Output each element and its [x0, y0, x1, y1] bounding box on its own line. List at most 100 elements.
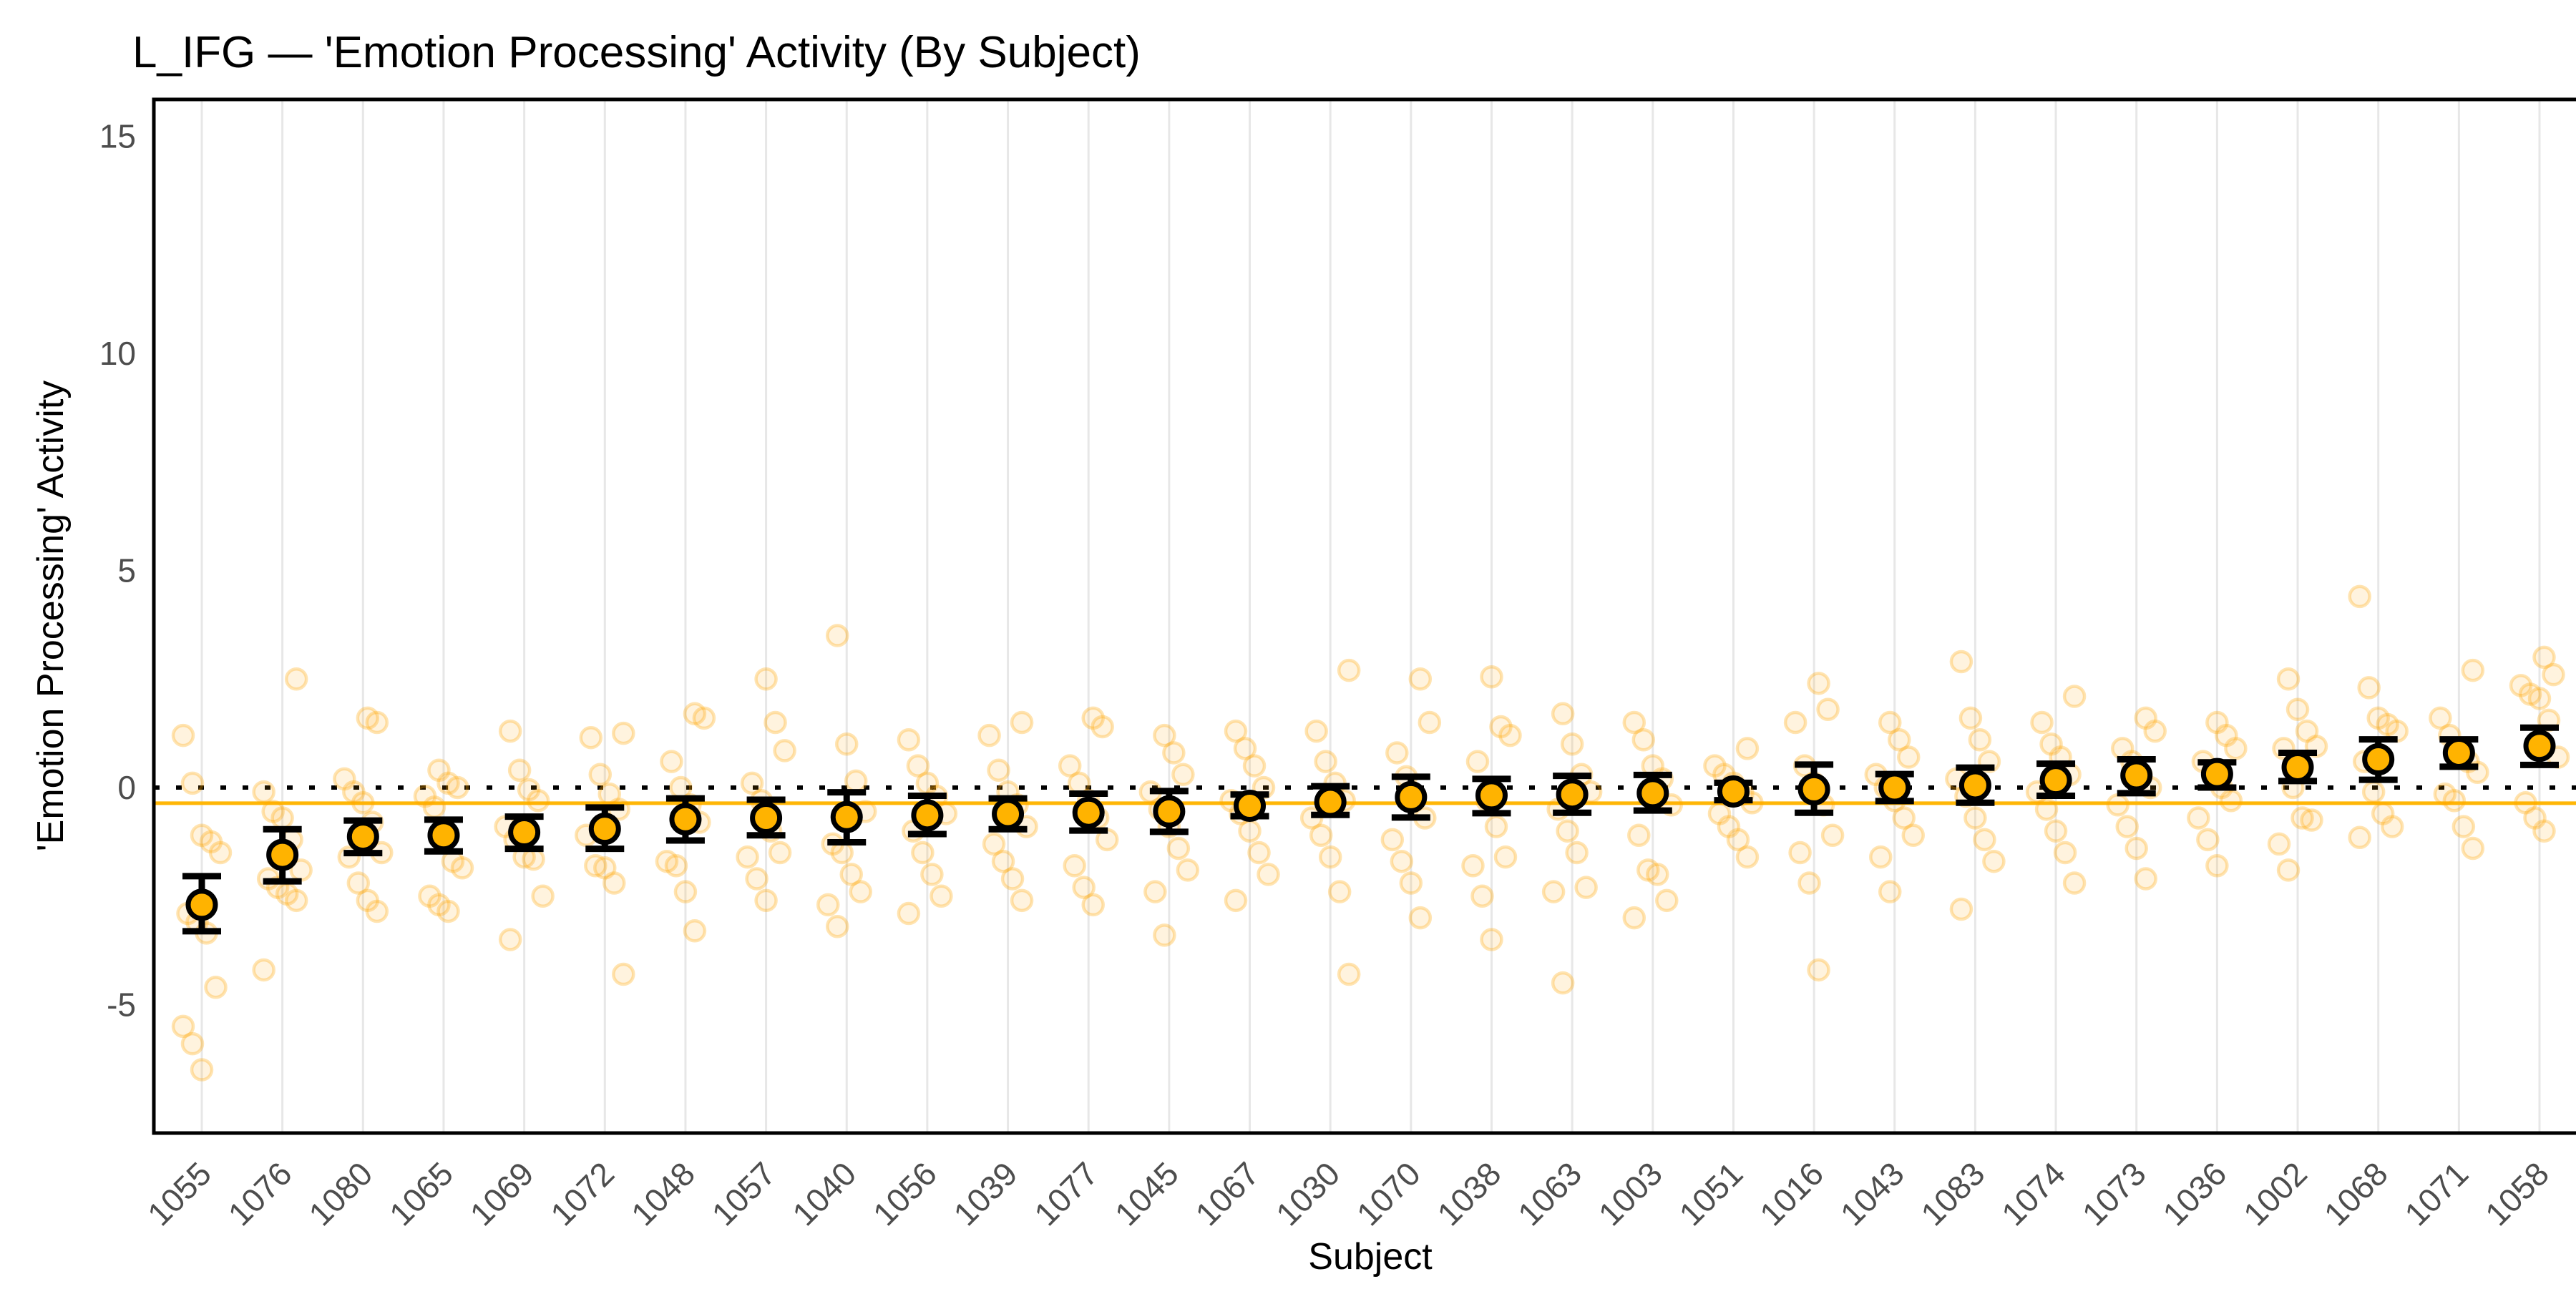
- jitter-point: [2134, 867, 2157, 891]
- jitter-point: [1636, 858, 1660, 882]
- jitter-point: [1869, 845, 1893, 869]
- jitter-point: [1560, 732, 1584, 756]
- jitter-point: [1010, 888, 1034, 913]
- jitter-point: [2532, 645, 2556, 670]
- jitter-point: [1627, 823, 1651, 848]
- jitter-point: [2205, 854, 2229, 878]
- x-tick-label: 1065: [382, 1155, 460, 1232]
- jitter-point: [2532, 819, 2556, 843]
- jitter-point: [1622, 906, 1646, 930]
- mean-point: [1072, 796, 1105, 829]
- jitter-point: [2523, 806, 2547, 830]
- jitter-point: [1735, 737, 1760, 760]
- jitter-point: [1807, 958, 1830, 982]
- jitter-point: [830, 840, 854, 865]
- x-tick-label: 1058: [2478, 1155, 2556, 1232]
- jitter-point: [413, 784, 437, 808]
- jitter-point: [1901, 823, 1926, 848]
- jitter-point: [2366, 706, 2390, 730]
- y-tick-label: 0: [117, 769, 136, 806]
- jitter-point: [1973, 828, 1996, 852]
- jitter-point: [1949, 897, 1974, 921]
- jitter-point: [1081, 706, 1105, 730]
- jitter-point: [2187, 806, 2210, 830]
- jitter-point: [1242, 754, 1267, 778]
- jitter-point: [1224, 719, 1248, 743]
- jitter-point: [2295, 719, 2319, 743]
- x-tick-label: 1067: [1188, 1155, 1266, 1232]
- jitter-point: [2285, 697, 2310, 721]
- jitter-point: [1982, 849, 2006, 873]
- jitter-point: [2219, 788, 2243, 813]
- x-tick-label: 1083: [1913, 1155, 1991, 1232]
- jitter-point: [1807, 672, 1830, 695]
- x-tick-label: 1016: [1752, 1155, 1830, 1232]
- mean-point: [266, 838, 299, 871]
- jitter-point: [763, 710, 787, 735]
- jitter-point: [208, 840, 233, 865]
- mean-point: [2120, 759, 2153, 792]
- jitter-point: [2062, 685, 2087, 708]
- jitter-point: [365, 710, 389, 735]
- jitter-point: [1631, 727, 1656, 752]
- reference-lines-layer: [154, 785, 2576, 805]
- jitter-point: [2442, 788, 2467, 813]
- jitter-point: [2527, 687, 2552, 710]
- x-tick-label: 1002: [2236, 1155, 2314, 1232]
- panel-border: [152, 97, 2576, 1135]
- x-tick-label: 1068: [2317, 1155, 2395, 1232]
- jitter-point: [2044, 819, 2068, 843]
- jitter-point: [584, 854, 608, 878]
- jitter-point: [655, 849, 679, 873]
- jitter-point: [2030, 710, 2054, 735]
- jitter-point: [1968, 727, 1992, 752]
- mean-point: [911, 799, 944, 832]
- jitter-point: [2124, 836, 2148, 861]
- jitter-point: [1820, 823, 1845, 848]
- jitter-point: [844, 769, 868, 793]
- jitter-point: [2380, 815, 2404, 838]
- x-tick-label: 1003: [1591, 1155, 1669, 1232]
- jitter-point: [1622, 710, 1646, 735]
- jitter-point: [1327, 880, 1352, 903]
- jitter-point: [1788, 840, 1812, 865]
- jitter-point: [683, 919, 707, 943]
- jitter-point: [2290, 806, 2314, 830]
- jitter-point: [450, 856, 474, 880]
- x-tick-label: 1045: [1108, 1155, 1186, 1232]
- jitter-point: [436, 899, 460, 923]
- jitter-point: [911, 840, 935, 865]
- x-tick-label: 1069: [463, 1155, 541, 1232]
- jitter-point: [1081, 893, 1105, 917]
- jitter-point: [1655, 888, 1679, 913]
- x-tick-labels-layer: 1055 1076 1080 1065 1069 1072 1048 1057 1040 1056…: [140, 1155, 2556, 1232]
- jitter-point: [356, 888, 380, 913]
- jitter-point: [579, 725, 603, 750]
- jitter-point: [1153, 723, 1176, 747]
- jitter-point: [2115, 815, 2139, 838]
- jitter-point: [2106, 793, 2129, 817]
- jitter-point: [2276, 858, 2301, 882]
- jitter-point: [982, 832, 1006, 856]
- jitter-point: [1541, 880, 1566, 903]
- jitter-point: [754, 888, 778, 913]
- y-tick-labels-layer: 15 10 5 0 -5: [99, 118, 136, 1024]
- jitter-point: [333, 767, 356, 791]
- jitter-point: [920, 863, 944, 886]
- jitter-point: [1565, 840, 1589, 865]
- jitter-point: [1551, 702, 1575, 726]
- jitter-point: [1063, 854, 1086, 878]
- jitter-point: [2429, 706, 2452, 730]
- jitter-point: [683, 702, 707, 726]
- jitter-point: [199, 830, 223, 854]
- jitter-point: [1556, 819, 1579, 843]
- jitter-point: [1304, 719, 1328, 743]
- jitter-point: [1171, 763, 1195, 787]
- jitter-point: [930, 884, 953, 908]
- jitter-point: [1480, 928, 1503, 951]
- mean-point: [1717, 775, 1750, 808]
- jitter-point: [180, 1031, 205, 1056]
- jitter-point: [1897, 745, 1921, 769]
- jitter-point: [1493, 845, 1518, 869]
- jitter-point: [1143, 880, 1167, 903]
